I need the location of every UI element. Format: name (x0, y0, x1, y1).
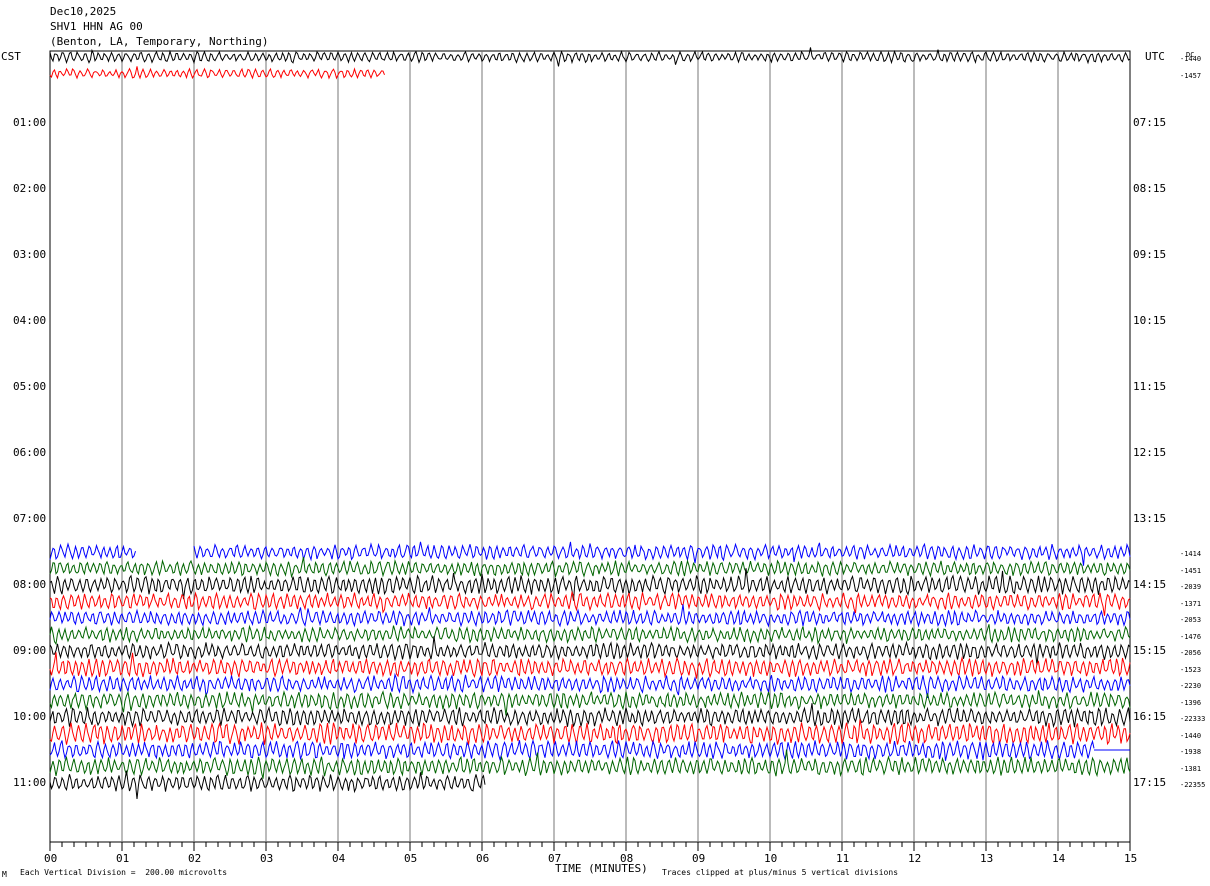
left-hour-label: 07:00 (13, 512, 47, 525)
dc-offset-label: -1414 (1180, 550, 1202, 558)
trace-blue-row-38 (49, 672, 1131, 698)
left-hour-label: 02:00 (13, 182, 47, 195)
x-tick-label: 12 (908, 852, 922, 865)
trace-blue-row-42 (49, 738, 1095, 762)
left-hour-label: 08:00 (13, 578, 47, 591)
dc-offset-label: -22333 (1180, 715, 1206, 723)
right-hour-label: 11:15 (1133, 380, 1167, 393)
right-hour-label: 17:15 (1133, 776, 1167, 789)
left-hour-label: 04:00 (13, 314, 47, 327)
dc-offset-label: -22355 (1180, 781, 1206, 789)
dc-offset-label: -1381 (1180, 764, 1202, 773)
right-hour-label: 10:15 (1133, 314, 1167, 327)
trace-red-row-37 (49, 652, 1131, 679)
dc-header: DC (1186, 51, 1195, 59)
trace-red-row-1 (49, 66, 385, 80)
corner-mark: M (2, 870, 7, 879)
x-tick-label: 01 (116, 852, 130, 865)
left-hour-label: 06:00 (13, 446, 47, 459)
trace-black-row-32 (49, 568, 1131, 601)
right-hour-label: 07:15 (1133, 116, 1167, 129)
trace-black-row-36 (49, 636, 1131, 666)
x-tick-label: 08 (620, 852, 634, 865)
dc-offset-label: -2230 (1180, 682, 1202, 690)
dc-offset-label: -2039 (1180, 583, 1202, 591)
trace-red-row-41 (49, 719, 1131, 746)
trace-green-row-39 (49, 690, 1131, 716)
right-hour-label: 16:15 (1133, 710, 1167, 723)
x-tick-label: 02 (188, 852, 202, 865)
x-tick-label: 10 (764, 852, 778, 865)
trace-red-row-33 (49, 590, 1131, 616)
left-hour-label: 05:00 (13, 380, 47, 393)
x-tick-label: 09 (692, 852, 706, 865)
x-tick-label: 06 (476, 852, 490, 865)
dc-offset-label: -1440 (1180, 55, 1202, 63)
dc-offset-label: -1938 (1180, 748, 1202, 756)
dc-offset-label: -2053 (1180, 616, 1202, 624)
x-tick-label: 03 (260, 852, 274, 865)
dc-offset-label: -1451 (1180, 566, 1202, 575)
trace-blue-row-30 (193, 541, 1131, 566)
right-timezone: UTC (1145, 50, 1165, 63)
dc-offset-label: -1523 (1180, 665, 1202, 674)
x-tick-label: 05 (404, 852, 418, 865)
trace-green-row-35 (49, 624, 1131, 646)
station-location: (Benton, LA, Temporary, Northing) (50, 35, 269, 48)
right-hour-label: 15:15 (1133, 644, 1167, 657)
x-tick-label: 04 (332, 852, 346, 865)
right-hour-label: 08:15 (1133, 182, 1167, 195)
dc-offset-label: -1371 (1180, 599, 1202, 608)
x-tick-label: 14 (1052, 852, 1066, 865)
left-timezone: CST (1, 50, 21, 63)
clip-note: Traces clipped at plus/minus 5 vertical … (662, 868, 899, 877)
station-code: SHV1 HHN AG 00 (50, 20, 143, 33)
trace-green-row-31 (49, 556, 1131, 579)
right-hour-label: 13:15 (1133, 512, 1167, 525)
x-tick-label: 11 (836, 852, 850, 865)
trace-black-row-40 (49, 703, 1131, 730)
trace-black-row-0 (49, 47, 1131, 67)
x-tick-label: 07 (548, 852, 562, 865)
dc-offset-label: -1396 (1180, 698, 1202, 707)
right-hour-label: 09:15 (1133, 248, 1167, 261)
plot-date: Dec10,2025 (50, 5, 117, 18)
scale-note: Each Vertical Division = 200.00 microvol… (20, 868, 228, 877)
x-tick-label: 00 (44, 852, 58, 865)
right-hour-label: 14:15 (1133, 578, 1167, 591)
left-hour-label: 11:00 (13, 776, 47, 789)
left-hour-label: 10:00 (13, 710, 47, 723)
trace-blue-row-30 (49, 542, 136, 561)
left-hour-label: 01:00 (13, 116, 47, 129)
trace-blue-row-34 (49, 604, 1131, 628)
left-hour-label: 09:00 (13, 644, 47, 657)
left-hour-label: 03:00 (13, 248, 47, 261)
dc-offset-label: -1457 (1180, 71, 1202, 80)
dc-offset-label: -2056 (1180, 649, 1202, 657)
x-tick-label: 15 (1124, 852, 1138, 865)
x-axis-label: TIME (MINUTES) (555, 862, 648, 875)
x-tick-label: 13 (980, 852, 994, 865)
trace-green-row-43 (49, 749, 1131, 779)
dc-offset-label: -1440 (1180, 731, 1202, 740)
trace-black-row-44 (49, 770, 486, 799)
right-hour-label: 12:15 (1133, 446, 1167, 459)
dc-offset-label: -1476 (1180, 632, 1202, 641)
